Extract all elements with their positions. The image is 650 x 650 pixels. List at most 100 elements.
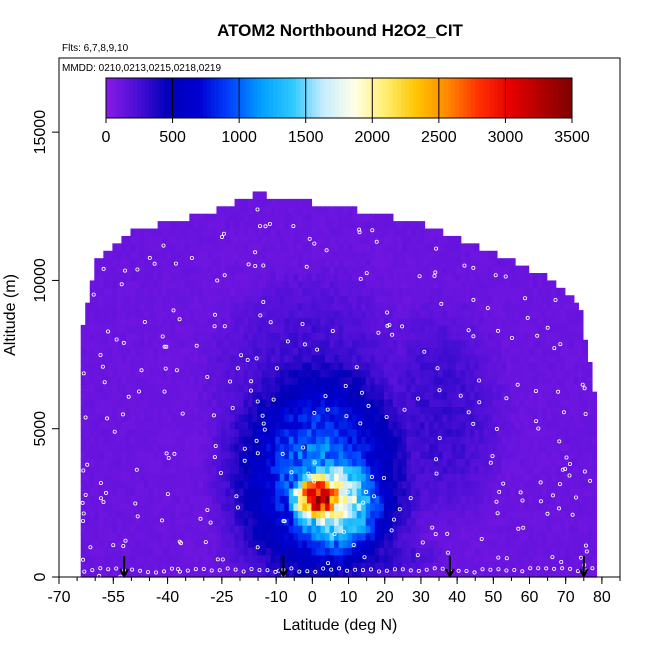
field-cell [410, 413, 417, 422]
field-cell [135, 369, 141, 378]
field-cell [456, 280, 462, 289]
field-cell [401, 273, 408, 282]
field-cell [397, 354, 403, 363]
field-cell [252, 569, 258, 578]
field-cell [148, 376, 154, 385]
field-cell [225, 569, 231, 578]
field-cell [438, 510, 444, 519]
field-cell [270, 569, 276, 578]
field-cell [315, 206, 322, 215]
field-cell [89, 332, 95, 341]
field-cell [189, 213, 195, 222]
field-cell [424, 243, 430, 252]
field-cell [365, 488, 371, 497]
field-cell [334, 450, 340, 459]
field-cell [148, 265, 154, 274]
field-cell [275, 295, 281, 304]
field-cell [198, 213, 204, 222]
field-cell [320, 332, 326, 341]
field-cell [505, 354, 512, 363]
field-cell [116, 250, 123, 259]
field-cell [315, 539, 322, 548]
field-cell [243, 532, 249, 541]
field-cell [501, 562, 507, 571]
field-cell [320, 495, 326, 504]
field-cell [460, 569, 466, 578]
field-cell [302, 502, 308, 511]
field-cell [148, 502, 154, 511]
field-cell [347, 347, 353, 356]
field-cell [483, 450, 489, 459]
field-cell [275, 554, 281, 563]
field-cell [171, 310, 177, 319]
field-cell [293, 413, 299, 422]
field-cell [492, 547, 498, 556]
field-cell [320, 539, 326, 548]
field-cell [139, 413, 145, 422]
field-cell [388, 539, 394, 548]
field-cell [135, 443, 141, 452]
field-cell [193, 258, 199, 267]
field-cell [189, 332, 195, 341]
field-cell [465, 317, 471, 326]
field-cell [325, 332, 331, 341]
field-cell [352, 376, 358, 385]
field-cell [125, 525, 132, 534]
field-cell [184, 369, 190, 378]
field-cell [515, 413, 521, 422]
field-cell [551, 302, 557, 311]
field-cell [483, 436, 489, 445]
field-cell [135, 250, 141, 259]
field-cell [125, 339, 132, 348]
field-cell [406, 539, 412, 548]
field-cell [116, 265, 123, 274]
field-cell [474, 517, 480, 526]
field-cell [216, 450, 222, 459]
field-cell [207, 310, 213, 319]
field-cell [243, 198, 249, 207]
field-cell [261, 228, 267, 237]
field-cell [528, 361, 534, 370]
field-cell [189, 302, 195, 311]
field-cell [230, 525, 236, 534]
field-cell [116, 339, 123, 348]
field-cell [279, 198, 285, 207]
field-cell [555, 554, 561, 563]
field-cell [171, 554, 177, 563]
field-cell [551, 458, 557, 467]
field-cell [347, 391, 353, 400]
field-cell [334, 413, 340, 422]
field-cell [157, 562, 163, 571]
field-cell [207, 376, 213, 385]
field-cell [528, 354, 534, 363]
field-cell [334, 554, 340, 563]
field-cell [293, 436, 299, 445]
field-cell [374, 361, 380, 370]
field-cell [496, 295, 503, 304]
field-cell [415, 495, 421, 504]
field-cell [234, 465, 240, 474]
field-cell [248, 376, 254, 385]
field-cell [501, 347, 507, 356]
field-cell [392, 295, 399, 304]
field-cell [116, 458, 123, 467]
field-cell [211, 517, 218, 526]
field-cell [447, 532, 453, 541]
field-cell [216, 332, 222, 341]
field-cell [329, 488, 335, 497]
field-cell [465, 539, 471, 548]
field-cell [180, 413, 186, 422]
field-cell [325, 406, 331, 415]
field-cell [135, 258, 141, 267]
field-cell [311, 443, 317, 452]
field-cell [153, 339, 159, 348]
field-cell [343, 495, 349, 504]
field-cell [487, 273, 494, 282]
field-cell [401, 339, 408, 348]
field-cell [492, 250, 498, 259]
field-cell [135, 406, 141, 415]
field-cell [469, 495, 475, 504]
field-cell [352, 562, 358, 571]
field-cell [410, 525, 417, 534]
field-cell [374, 554, 380, 563]
